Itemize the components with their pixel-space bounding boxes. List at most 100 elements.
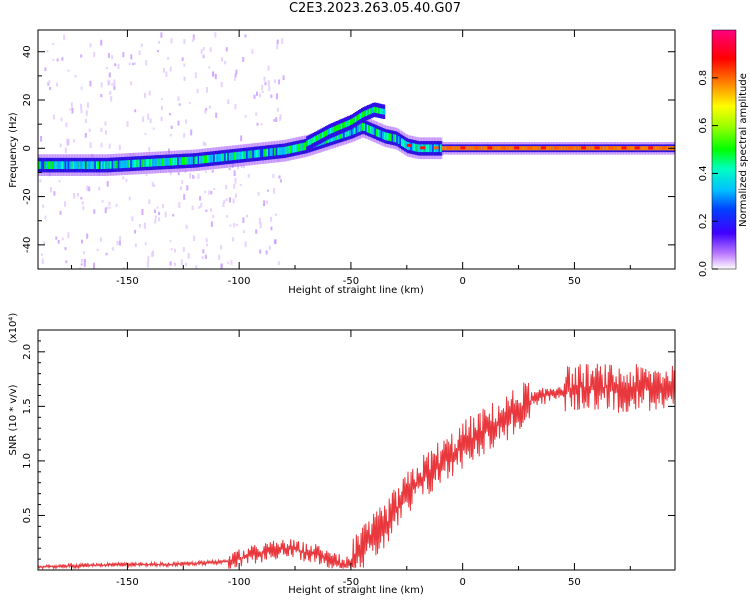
x-tick-label: -150	[116, 577, 139, 588]
noise-speck	[228, 167, 231, 171]
noise-speck	[55, 236, 58, 240]
ridge-peak	[391, 133, 394, 142]
noise-speck	[260, 123, 263, 126]
noise-speck	[111, 83, 114, 86]
noise-speck	[41, 253, 43, 256]
ridge-peak	[374, 128, 377, 136]
ridge-peak	[69, 161, 72, 169]
noise-speck	[158, 40, 160, 44]
ridge-hot	[634, 146, 640, 150]
noise-speck	[242, 230, 245, 234]
ridge-peak	[127, 160, 130, 168]
ridge-peak	[631, 146, 634, 151]
noise-speck	[177, 120, 180, 126]
noise-speck	[232, 237, 235, 242]
noise-speck	[233, 184, 236, 189]
noise-speck	[56, 82, 59, 87]
snr-background	[38, 330, 675, 570]
noise-speck	[134, 229, 137, 234]
branch-peak	[312, 137, 315, 143]
noise-speck	[275, 213, 278, 216]
noise-speck	[270, 94, 273, 98]
noise-speck	[282, 75, 285, 81]
noise-speck	[193, 235, 196, 242]
noise-speck	[56, 58, 59, 62]
noise-speck	[186, 185, 189, 191]
ridge-peak	[147, 159, 150, 167]
ridge-peak	[379, 130, 382, 138]
noise-speck	[87, 102, 89, 108]
x-tick-label: -50	[343, 276, 359, 287]
noise-speck	[233, 170, 236, 176]
ridge-peak	[95, 161, 99, 169]
noise-speck	[277, 261, 280, 265]
noise-speck	[263, 76, 266, 82]
ridge-peak	[482, 146, 485, 151]
noise-speck	[71, 107, 74, 114]
ridge-peak	[275, 147, 279, 156]
branch-peak	[339, 124, 342, 130]
noise-speck	[161, 105, 163, 111]
noise-speck	[192, 34, 195, 40]
ridge-peak	[508, 146, 512, 151]
ridge-peak	[191, 156, 194, 165]
ridge-peak	[349, 128, 352, 136]
ridge-peak	[138, 159, 141, 168]
x-tick-label: -100	[228, 577, 251, 588]
noise-speck	[83, 261, 86, 268]
ridge-peak	[66, 161, 69, 169]
noise-speck	[80, 54, 83, 58]
ridge-peak	[641, 146, 645, 151]
ridge-peak	[74, 161, 77, 169]
noise-speck	[229, 197, 231, 203]
ridge-peak	[124, 160, 127, 168]
ridge-peak	[626, 146, 629, 151]
noise-speck	[40, 136, 43, 142]
ridge-peak	[210, 154, 213, 163]
spectrogram-xlabel: Height of straight line (km)	[288, 285, 424, 296]
ridge-peak	[274, 147, 277, 156]
noise-speck	[211, 169, 214, 173]
ridge-peak	[258, 149, 261, 158]
ridge-peak	[524, 146, 527, 151]
noise-speck	[132, 63, 134, 66]
noise-speck	[169, 240, 172, 243]
ridge-peak	[291, 145, 294, 153]
ridge-peak	[469, 146, 473, 151]
colorbar-tick-label: 0.4	[698, 165, 709, 181]
colorbar-tick-label: 0.6	[698, 118, 709, 134]
noise-speck	[257, 191, 260, 196]
ridge-peak	[233, 152, 236, 160]
ridge-peak	[493, 146, 496, 151]
ridge-peak	[246, 150, 249, 159]
ridge-peak	[535, 146, 538, 151]
ridge-peak	[638, 146, 642, 151]
noise-speck	[154, 209, 156, 213]
ridge-peak	[443, 146, 446, 151]
noise-speck	[170, 125, 173, 129]
noise-speck	[149, 118, 152, 124]
ridge-peak	[333, 133, 336, 141]
y-tick-label: 0.5	[22, 508, 33, 524]
ridge-peak	[602, 146, 606, 151]
ridge-peak	[551, 146, 554, 151]
ridge-peak	[416, 144, 419, 152]
noise-speck	[195, 265, 198, 269]
snr-frame	[37, 329, 676, 571]
ridge-peak	[451, 146, 454, 151]
x-tick-label: -150	[116, 276, 139, 287]
noise-speck	[185, 119, 188, 124]
ridge-peak	[355, 125, 358, 134]
noise-speck	[117, 63, 120, 69]
noise-speck	[220, 263, 223, 268]
ridge-peak	[360, 123, 363, 132]
noise-speck	[145, 174, 148, 176]
noise-speck	[43, 241, 46, 245]
ridge-peak	[241, 151, 244, 160]
ridge-peak	[343, 130, 346, 138]
noise-speck	[122, 176, 125, 180]
noise-speck	[133, 62, 136, 65]
branch-peak	[317, 134, 320, 141]
noise-speck	[278, 175, 281, 179]
ridge-peak	[560, 146, 563, 151]
